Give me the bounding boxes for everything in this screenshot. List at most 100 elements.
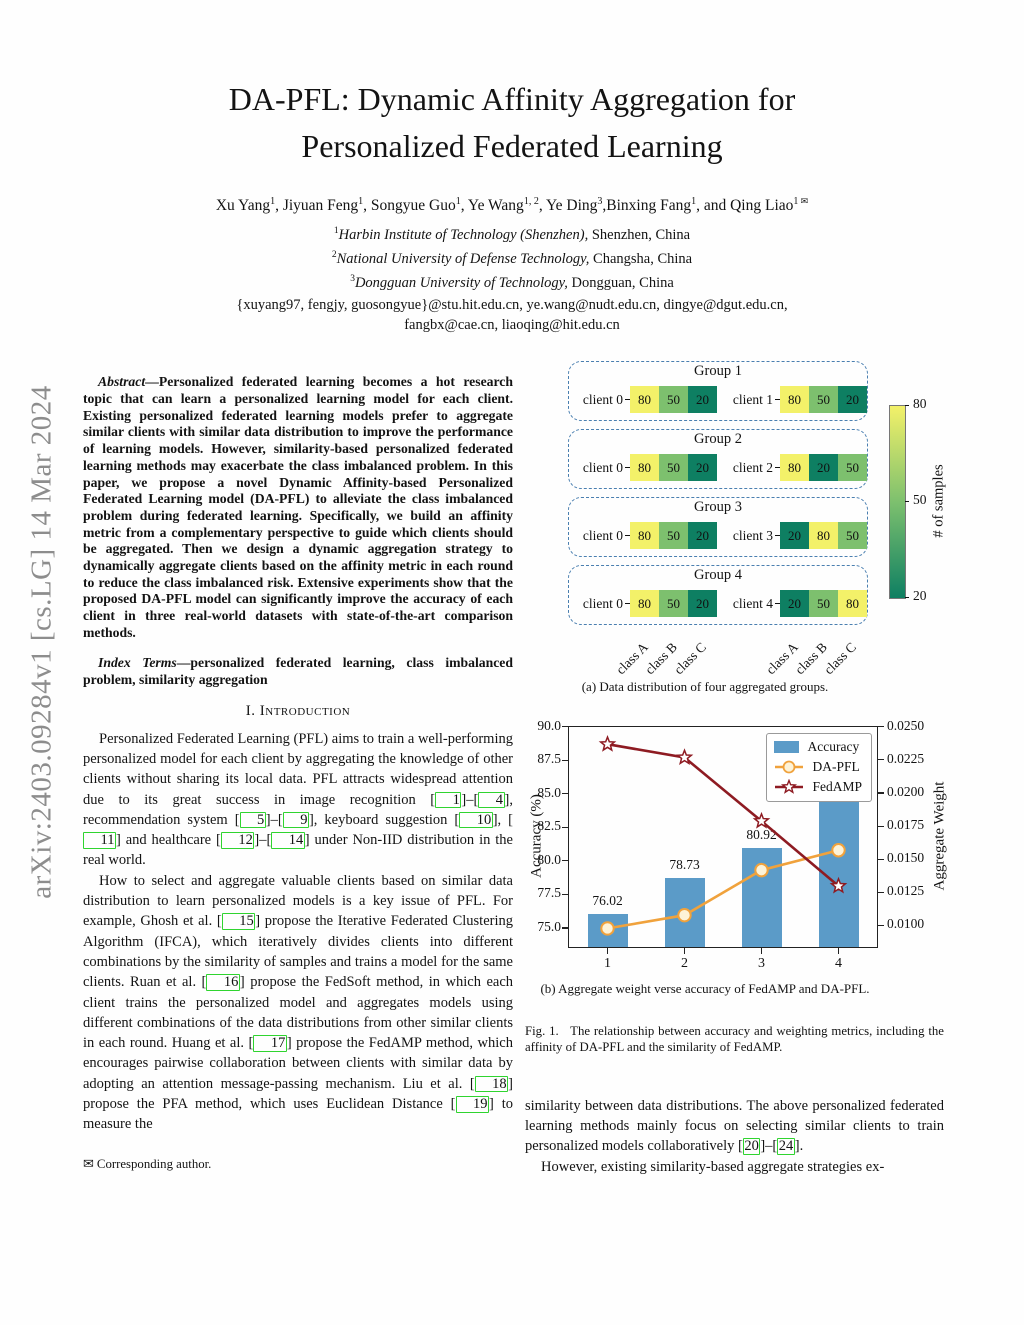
fedamp-marker (675, 747, 694, 765)
heatmap-cell: 80 (780, 385, 809, 413)
colorbar-label: # of samples (930, 463, 947, 538)
right-paragraph-2: However, existing similarity-based aggre… (541, 1158, 885, 1175)
colorbar-tick (905, 404, 909, 406)
heatmap-cell: 50 (659, 385, 688, 413)
legend-da-pfl-marker (775, 760, 804, 774)
fedamp-marker (598, 734, 617, 752)
heatmap-cell: 80 (838, 589, 867, 617)
heatmap-row: 80 50 20 (780, 385, 867, 413)
heatmap-row: 80 20 50 (780, 453, 867, 481)
right-tick-label: 0.0200 (887, 783, 925, 799)
citation-link[interactable]: 9 (282, 811, 309, 829)
heatmap-row: 80 50 20 (630, 521, 717, 549)
caption-b: (b) Aggregate weight verse accuracy of F… (540, 980, 870, 996)
citation-link[interactable]: 15 (221, 913, 256, 930)
plot-area: 75.0 77.5 80.0 82.5 85.0 87.5 90.0 0.0100 0.0125… (537, 718, 924, 971)
right-tick (878, 891, 884, 893)
two-column-body: Abstract—Personalized federated learning… (0, 360, 1024, 1177)
left-tick-label: 85.0 (537, 784, 561, 800)
right-tick-label: 0.0225 (887, 750, 925, 766)
group-box: Group 3 client 0 80 50 20 client 3 20 80 50 (568, 496, 868, 557)
legend-row-da-pfl: DA-PFL (774, 758, 862, 777)
caption-a: (a) Data distribution of four aggregated… (581, 678, 829, 694)
citation-link[interactable]: 11 (83, 832, 116, 849)
heatmap-cell: 20 (688, 453, 717, 481)
right-tick (878, 825, 884, 827)
citation-link[interactable]: 12 (220, 832, 255, 849)
axis-tick (625, 466, 630, 469)
right-tick-label: 0.0250 (887, 717, 925, 733)
figure-1b-chart: Accuracy (%) Aggregate Weight 75.0 77.5 80… (525, 713, 948, 1009)
affiliation-superscript: 3 (350, 273, 355, 284)
arxiv-stamp: arXiv:2403.09284v1 [cs.LG] 14 Mar 2024 (25, 385, 58, 899)
right-tick-label: 0.0150 (887, 850, 925, 866)
left-tick (562, 860, 568, 862)
axis-tick (775, 534, 780, 537)
corresponding-author-footnote: ✉ Corresponding author. (83, 1156, 212, 1171)
author-superscript: 3 (597, 196, 603, 207)
left-tick (562, 893, 568, 895)
heatmap-cell: 50 (838, 521, 867, 549)
bar-value-label: 78.73 (669, 856, 700, 872)
right-tick-label: 0.0100 (887, 916, 925, 932)
x-tick-label: 3 (758, 955, 765, 971)
title-line-2: Personalized Federated Learning (301, 128, 723, 164)
client-label: client 0 (582, 527, 623, 543)
client-label: client 2 (732, 459, 773, 475)
index-terms-text: —personalized federated learning, class … (83, 655, 513, 687)
citation-link[interactable]: 19 (455, 1096, 489, 1113)
abstract: Abstract—Personalized federated learning… (83, 374, 513, 641)
citation-link[interactable]: 18 (474, 1075, 509, 1093)
left-tick (562, 826, 568, 828)
affiliation-superscript: 1 (333, 226, 339, 237)
heatmap-cell: 50 (809, 385, 838, 413)
heatmap-cell: 80 (630, 521, 659, 549)
affiliation-line: 3Dongguan University of Technology, Dong… (350, 273, 674, 291)
title-line-1: DA-PFL: Dynamic Affinity Aggregation for (228, 81, 796, 117)
colorbar-tick (905, 500, 909, 502)
affiliation-superscript: 2 (331, 249, 337, 260)
group-box: Group 4 client 0 80 50 20 client 4 20 50 80 (568, 564, 868, 625)
heatmap-cell: 50 (838, 453, 867, 481)
author-superscript: 1 (793, 196, 799, 207)
axis-tick (775, 466, 780, 469)
heatmap-cell: 20 (688, 521, 717, 549)
citation-link[interactable]: 20 (742, 1138, 761, 1155)
client-label: client 0 (582, 459, 623, 475)
citation-link[interactable]: 16 (206, 974, 240, 991)
heatmap-cell: 80 (809, 521, 838, 549)
heatmap-cell: 20 (809, 453, 838, 481)
accuracy-bar (818, 798, 859, 947)
heatmap-cell: 20 (688, 589, 717, 617)
corresponding-author-icon: ✉ (798, 196, 809, 206)
affiliation-line: 2National University of Defense Technolo… (331, 249, 693, 267)
intro-paragraph-2: How to select and aggregate valuable cli… (83, 872, 514, 1133)
author-superscript: 1, 2 (523, 196, 539, 207)
heatmap-row: 80 50 20 (630, 453, 717, 481)
citation-link[interactable]: 17 (253, 1035, 287, 1052)
citation-link[interactable]: 24 (777, 1138, 795, 1155)
da-pfl-line (607, 848, 839, 930)
right-tick (878, 726, 884, 728)
heatmap-cell: 50 (659, 453, 688, 481)
colorbar-tick (905, 596, 909, 598)
author-superscript: 1 (270, 196, 276, 207)
author-superscript: 1 (691, 196, 697, 207)
line-series-layer (598, 734, 848, 936)
citation-link[interactable]: 4 (478, 791, 505, 809)
citation-link[interactable]: 10 (459, 811, 493, 829)
client-label: client 4 (732, 595, 773, 611)
email-line: fangbx@cae.cn, liaoqing@hit.edu.cn (404, 316, 620, 333)
da-pfl-marker (754, 862, 769, 877)
affiliation-institution: National University of Defense Technolog… (336, 250, 590, 267)
citation-link[interactable]: 14 (271, 832, 305, 849)
citation-link[interactable]: 1 (435, 791, 462, 809)
abstract-lead: Abstract (98, 374, 146, 390)
author-superscript: 1 (358, 196, 364, 207)
axis-tick (625, 398, 630, 401)
client-label: client 3 (732, 527, 773, 543)
citation-link[interactable]: 5 (239, 811, 266, 829)
right-tick (878, 924, 884, 927)
legend-label: Accuracy (807, 739, 860, 755)
